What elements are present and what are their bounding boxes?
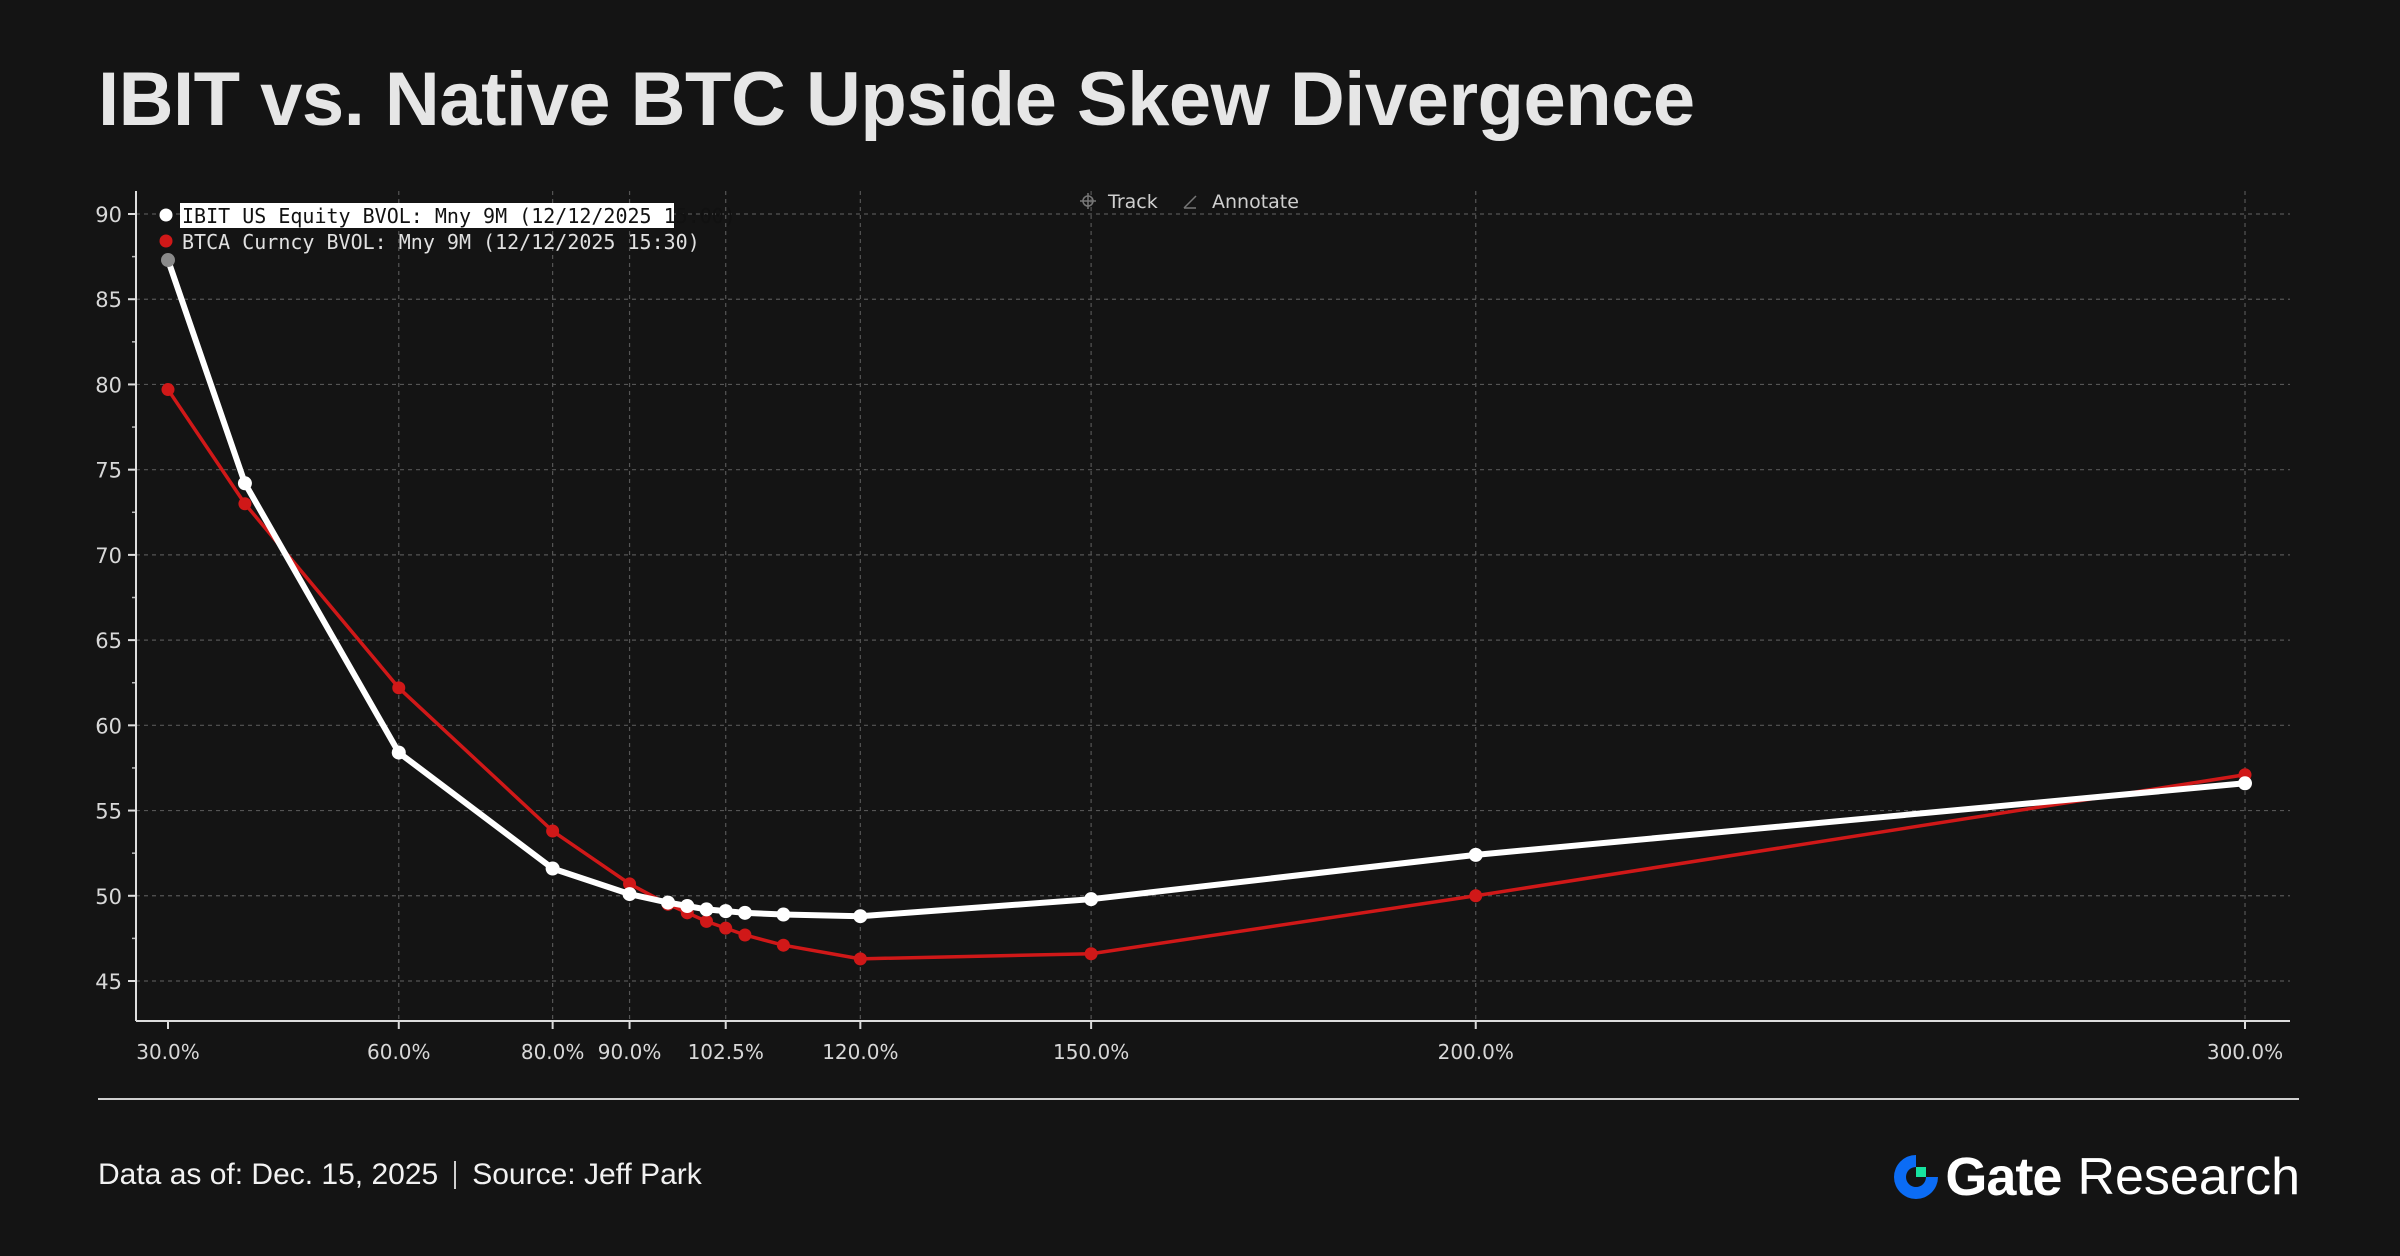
ibit-point bbox=[718, 904, 733, 919]
logo-brand: Gate bbox=[1945, 1147, 2062, 1207]
legend-label-btca: BTCA Curncy BVOL: Mny 9M (12/12/2025 15:… bbox=[182, 230, 700, 254]
btca-point bbox=[738, 928, 752, 942]
legend-label-ibit: IBIT US Equity BVOL: Mny 9M (12/12/2025 … bbox=[182, 204, 736, 228]
ibit-point bbox=[391, 745, 406, 760]
y-tick-label: 70 bbox=[95, 544, 122, 568]
ibit-point bbox=[680, 899, 695, 914]
page-title: IBIT vs. Native BTC Upside Skew Divergen… bbox=[98, 57, 1695, 142]
data-as-of: Data as of: Dec. 15, 2025 bbox=[98, 1158, 439, 1191]
gate-research-logo: Gate Research bbox=[1891, 1146, 2300, 1208]
gate-logo-icon bbox=[1894, 1155, 1939, 1199]
legend-highlight bbox=[180, 203, 674, 228]
btca-point bbox=[238, 497, 252, 511]
x-tick-label: 300.0% bbox=[2207, 1040, 2283, 1064]
btca-point bbox=[623, 877, 637, 891]
btca-point bbox=[1084, 947, 1098, 961]
btca-point bbox=[392, 681, 406, 695]
crosshair-icon bbox=[1080, 193, 1096, 209]
btca-point bbox=[853, 952, 867, 966]
x-tick-label: 60.0% bbox=[367, 1040, 431, 1064]
pencil-icon bbox=[1183, 195, 1197, 209]
y-tick-label: 65 bbox=[95, 629, 122, 653]
legend-marker-ibit bbox=[159, 208, 173, 222]
btca-point bbox=[161, 383, 175, 397]
logo-suffix: Research bbox=[2077, 1148, 2300, 1206]
y-tick-label: 80 bbox=[95, 373, 122, 397]
y-tick-label: 85 bbox=[95, 288, 122, 312]
y-tick-label: 75 bbox=[95, 459, 122, 483]
grid bbox=[136, 191, 2290, 1021]
btca-point bbox=[1469, 889, 1483, 903]
x-tick-label: 200.0% bbox=[1438, 1040, 1514, 1064]
source: Source: Jeff Park bbox=[472, 1158, 702, 1191]
btca-point bbox=[546, 824, 560, 838]
x-tick-label: 80.0% bbox=[521, 1040, 585, 1064]
y-tick-label: 45 bbox=[95, 970, 122, 994]
ibit-line bbox=[165, 259, 2246, 920]
legend: IBIT US Equity BVOL: Mny 9M (12/12/2025 … bbox=[159, 203, 736, 254]
series bbox=[161, 253, 2252, 966]
x-tick-label: 150.0% bbox=[1053, 1040, 1129, 1064]
y-tick-label: 55 bbox=[95, 800, 122, 824]
btca-line bbox=[166, 388, 2246, 961]
btca-point bbox=[699, 914, 713, 928]
y-tick-label: 60 bbox=[95, 714, 122, 738]
ibit-point bbox=[737, 905, 752, 920]
ibit-point bbox=[853, 909, 868, 924]
y-tick-label: 90 bbox=[95, 203, 122, 227]
btca-point bbox=[776, 938, 790, 952]
x-tick-label: 120.0% bbox=[822, 1040, 898, 1064]
ibit-point bbox=[2238, 776, 2252, 791]
ibit-point bbox=[661, 895, 676, 910]
track-button[interactable]: Track bbox=[1080, 191, 1158, 213]
x-tick-label: 90.0% bbox=[598, 1040, 662, 1064]
ibit-point bbox=[776, 907, 791, 922]
ibit-point bbox=[1468, 847, 1483, 862]
ibit-point bbox=[545, 861, 560, 876]
track-label: Track bbox=[1107, 191, 1158, 213]
btca-point bbox=[719, 921, 733, 935]
y-tick-label: 50 bbox=[95, 885, 122, 909]
ibit-point bbox=[1084, 892, 1099, 907]
footer-divider bbox=[98, 1098, 2299, 1100]
ibit-point bbox=[237, 476, 252, 491]
ibit-point bbox=[622, 887, 637, 902]
ibit-point bbox=[161, 253, 175, 268]
annotate-button[interactable]: Annotate bbox=[1183, 191, 1299, 213]
toolbar: Track Annotate bbox=[1080, 191, 1299, 213]
legend-marker-btca bbox=[159, 234, 173, 248]
axes: 45 50 55 60 65 70 75 80 85 90 30.0% 60.0% 80.0% 90.0%… bbox=[95, 191, 2290, 1064]
footer: Data as of: Dec. 15, 2025 Source: Jeff P… bbox=[98, 1158, 702, 1192]
footer-separator bbox=[454, 1161, 457, 1189]
x-tick-label: 30.0% bbox=[136, 1040, 200, 1064]
x-tick-label: 102.5% bbox=[688, 1040, 764, 1064]
annotate-label: Annotate bbox=[1212, 191, 1299, 213]
ibit-point bbox=[699, 902, 714, 917]
